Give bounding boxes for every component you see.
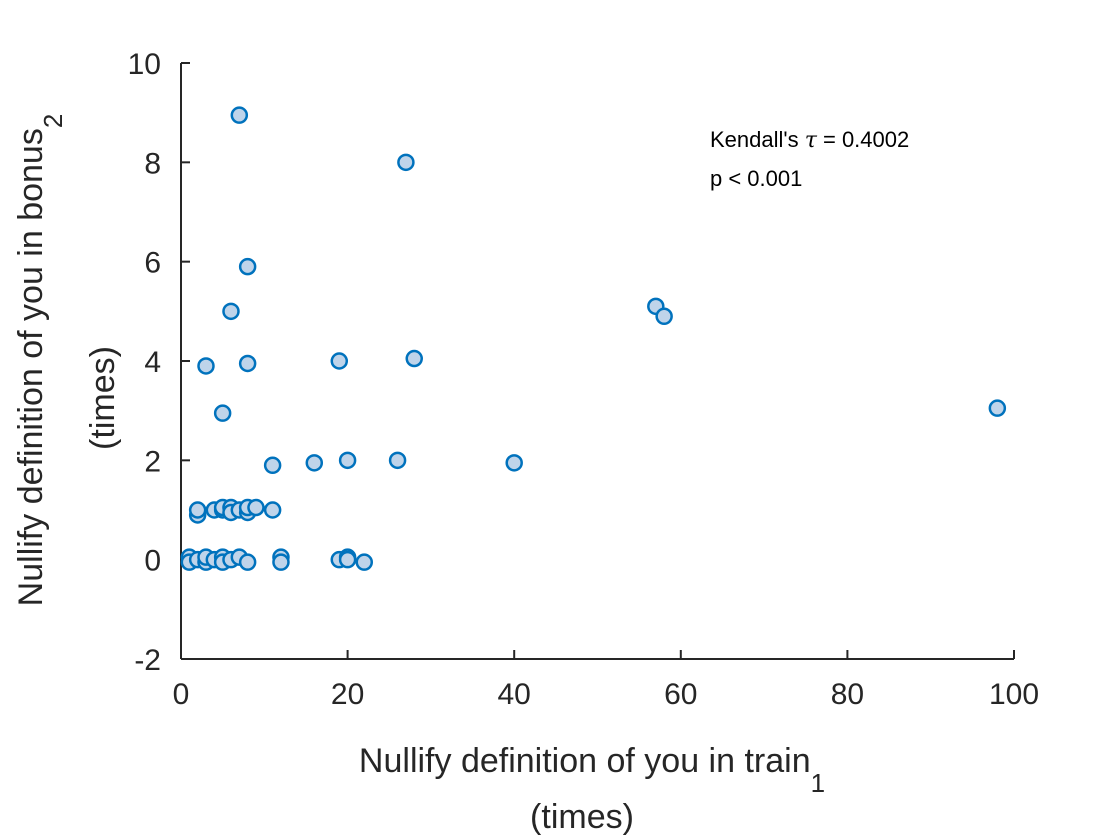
y-axis-title-line2: (times)	[84, 346, 122, 450]
y-tick-label: 8	[144, 147, 161, 180]
data-point	[338, 550, 357, 569]
y-tick-label: 4	[144, 346, 161, 379]
x-tick-label: 60	[664, 678, 697, 711]
data-point	[388, 451, 407, 470]
data-point	[330, 352, 349, 370]
x-axis-title: Nullify definition of you in train1	[359, 742, 825, 798]
y-axis-title: Nullify definition of you in bonus2	[12, 114, 68, 607]
x-tick-label: 20	[331, 678, 364, 711]
data-point	[338, 451, 357, 470]
data-point	[397, 153, 415, 172]
x-axis-title-line2: (times)	[530, 798, 634, 836]
y-tick-label: -2	[134, 644, 161, 677]
y-axis-title-text: Nullify definition of you in bonus	[12, 128, 50, 606]
tau-symbol: τ	[805, 128, 818, 153]
data-point	[238, 354, 257, 373]
data-point	[305, 454, 324, 472]
kendall-tau-annotation: Kendall's τ = 0.4002	[710, 127, 909, 153]
data-point	[988, 399, 1007, 417]
data-point	[263, 456, 282, 475]
annotation-prefix: Kendall's	[710, 127, 805, 152]
y-tick-label: 6	[144, 247, 161, 280]
x-tick-label: 100	[989, 678, 1039, 711]
data-point	[655, 307, 673, 326]
data-points	[180, 106, 1007, 571]
x-axis-title-text: Nullify definition of you in train	[359, 742, 811, 780]
data-point	[505, 454, 523, 472]
data-point	[197, 357, 215, 375]
x-ticks: 0 20 40 60 80 100	[173, 650, 1039, 711]
data-point	[222, 302, 240, 321]
data-point	[238, 257, 257, 276]
y-tick-label: 10	[128, 48, 161, 81]
data-point	[238, 553, 257, 571]
data-point	[263, 501, 282, 519]
x-tick-label: 40	[498, 678, 531, 711]
y-tick-label: 2	[144, 445, 161, 478]
data-point	[213, 404, 232, 422]
annotation-value: = 0.4002	[817, 127, 909, 152]
x-tick-label: 80	[831, 678, 864, 711]
x-tick-label: 0	[173, 678, 190, 711]
x-axis-title-subscript: 1	[811, 768, 825, 798]
data-point	[405, 349, 423, 368]
y-tick-label: 0	[144, 545, 161, 578]
data-point	[230, 106, 249, 124]
data-point	[188, 501, 207, 519]
y-axis-title-line2-group: (times)	[84, 346, 122, 450]
data-point	[355, 553, 374, 571]
y-axis-title-group: Nullify definition of you in bonus2	[12, 114, 68, 607]
y-axis-title-subscript: 2	[38, 114, 68, 128]
p-value-annotation: p < 0.001	[710, 166, 802, 191]
data-point	[272, 553, 290, 571]
data-point	[247, 498, 265, 517]
y-ticks: -2 0 2 4 6 8 10	[128, 48, 190, 677]
axes: 0 20 40 60 80 100 -2 0 2 4 6 8 10	[128, 48, 1039, 711]
